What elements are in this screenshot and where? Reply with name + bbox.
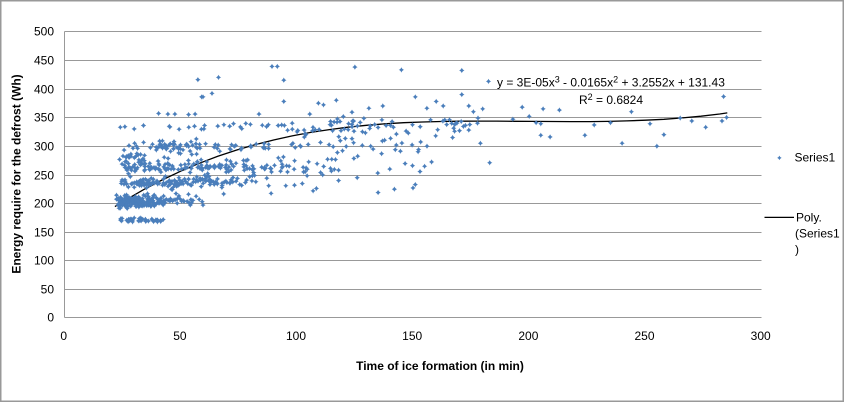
svg-text:450: 450 (34, 54, 54, 68)
svg-text:200: 200 (518, 329, 538, 343)
svg-text:0: 0 (47, 311, 54, 325)
svg-text:200: 200 (34, 197, 54, 211)
svg-text:300: 300 (34, 140, 54, 154)
svg-text:250: 250 (34, 169, 54, 183)
svg-text:Energy require for the defrost: Energy require for the defrost (Wh) (10, 74, 24, 273)
svg-text:100: 100 (286, 329, 306, 343)
svg-text:(Series1: (Series1 (795, 227, 840, 241)
svg-text:y = 3E-05x3 - 0.0165x2 + 3.255: y = 3E-05x3 - 0.0165x2 + 3.2552x + 131.4… (497, 75, 725, 90)
svg-text:400: 400 (34, 83, 54, 97)
svg-text:50: 50 (41, 283, 55, 297)
svg-text:50: 50 (173, 329, 187, 343)
svg-text:100: 100 (34, 254, 54, 268)
svg-text:300: 300 (751, 329, 771, 343)
svg-text:Series1: Series1 (795, 151, 836, 165)
svg-text:0: 0 (60, 329, 67, 343)
svg-text:Time of ice formation (in min): Time of ice formation (in min) (356, 359, 524, 373)
svg-text:150: 150 (402, 329, 422, 343)
svg-text:250: 250 (634, 329, 654, 343)
svg-text:R2 = 0.6824: R2 = 0.6824 (579, 92, 643, 107)
svg-text:500: 500 (34, 25, 54, 39)
svg-text:Poly.: Poly. (796, 211, 822, 225)
svg-text:): ) (795, 243, 799, 257)
svg-text:350: 350 (34, 111, 54, 125)
svg-text:150: 150 (34, 226, 54, 240)
